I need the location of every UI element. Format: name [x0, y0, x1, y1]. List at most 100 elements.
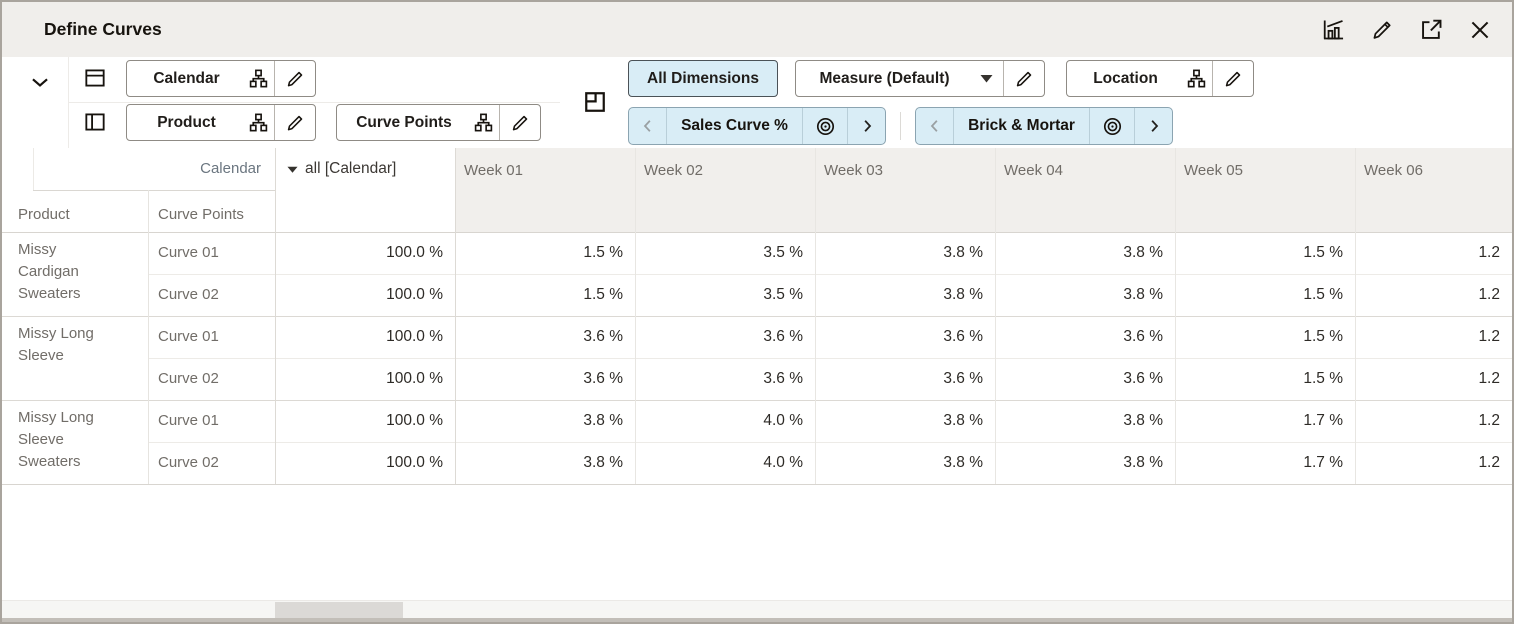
cell[interactable]: 1.2 — [1478, 244, 1500, 261]
row-header-curve[interactable]: Curve 01 — [158, 244, 219, 261]
cell[interactable]: 3.8 % — [583, 454, 623, 471]
curve-points-dimension-label: Curve Points — [356, 113, 452, 131]
cell[interactable]: 1.5 % — [1303, 286, 1343, 303]
cell[interactable]: 1.5 % — [1303, 244, 1343, 261]
cell[interactable]: 3.6 % — [583, 370, 623, 387]
measure-tile[interactable]: Sales Curve % — [628, 107, 886, 145]
horizontal-scrollbar-track[interactable] — [2, 600, 1512, 618]
cell-total[interactable]: 100.0 % — [386, 286, 443, 303]
cell[interactable]: 1.2 — [1478, 412, 1500, 429]
product-name: Missy Long Sleeve Sweaters — [18, 409, 94, 470]
cell[interactable]: 1.2 — [1478, 454, 1500, 471]
row-header-product[interactable]: Missy Long Sleeve — [2, 316, 148, 400]
cell[interactable]: 3.8 % — [943, 412, 983, 429]
cell[interactable]: 3.6 % — [1123, 370, 1163, 387]
cell[interactable]: 3.8 % — [943, 454, 983, 471]
cell[interactable]: 1.7 % — [1303, 412, 1343, 429]
product-dimension-button[interactable]: Product — [126, 104, 316, 141]
cell-total[interactable]: 100.0 % — [386, 370, 443, 387]
open-window-button[interactable] — [1415, 14, 1447, 46]
button-divider — [274, 105, 275, 140]
close-icon — [1467, 17, 1493, 43]
cell[interactable]: 1.5 % — [1303, 328, 1343, 345]
collapse-toolbar-button[interactable] — [24, 66, 56, 98]
row-header-curve[interactable]: Curve 02 — [158, 286, 219, 303]
bar-chart-icon — [1320, 16, 1347, 43]
open-window-icon — [1418, 16, 1445, 43]
cell[interactable]: 3.6 % — [943, 370, 983, 387]
cell[interactable]: 1.5 % — [1303, 370, 1343, 387]
gridline-h — [148, 274, 1512, 275]
edit-measure-button[interactable] — [1004, 68, 1044, 90]
row-dimension-label-curve-points: Curve Points — [158, 206, 244, 223]
product-dimension-label: Product — [157, 113, 216, 131]
row-header-curve[interactable]: Curve 02 — [158, 454, 219, 471]
cell[interactable]: 3.8 % — [1123, 454, 1163, 471]
calendar-dimension-button[interactable]: Calendar — [126, 60, 316, 97]
column-header-all-calendar[interactable]: all [Calendar] — [275, 148, 455, 190]
edit-product-button[interactable] — [275, 112, 315, 134]
cell[interactable]: 3.6 % — [943, 328, 983, 345]
row-header-product[interactable]: Missy Cardigan Sweaters — [2, 232, 148, 316]
cell[interactable]: 3.5 % — [763, 286, 803, 303]
cell[interactable]: 4.0 % — [763, 412, 803, 429]
next-location-button[interactable] — [1135, 108, 1172, 144]
gridline-h — [148, 358, 1512, 359]
gridline-h — [2, 316, 1512, 317]
cell[interactable]: 3.6 % — [763, 370, 803, 387]
column-header-week02[interactable]: Week 02 — [644, 162, 703, 179]
cell[interactable]: 3.5 % — [763, 244, 803, 261]
cell[interactable]: 3.8 % — [943, 286, 983, 303]
row-header-product[interactable]: Missy Long Sleeve Sweaters — [2, 400, 148, 484]
cell[interactable]: 1.5 % — [583, 286, 623, 303]
edit-button[interactable] — [1366, 14, 1398, 46]
target-icon[interactable] — [803, 108, 847, 144]
cell[interactable]: 3.8 % — [1123, 286, 1163, 303]
cell-total[interactable]: 100.0 % — [386, 244, 443, 261]
edit-location-button[interactable] — [1213, 68, 1253, 90]
location-dimension-button[interactable]: Location — [1066, 60, 1254, 97]
row-header-curve[interactable]: Curve 01 — [158, 328, 219, 345]
gridline-v — [455, 148, 456, 484]
column-header-week05[interactable]: Week 05 — [1184, 162, 1243, 179]
close-button[interactable] — [1464, 14, 1496, 46]
edit-curve-points-button[interactable] — [500, 112, 540, 134]
cell[interactable]: 1.7 % — [1303, 454, 1343, 471]
location-dimension-label: Location — [1093, 69, 1158, 87]
all-dimensions-button[interactable]: All Dimensions — [628, 60, 778, 97]
column-header-week04[interactable]: Week 04 — [1004, 162, 1063, 179]
previous-measure-button[interactable] — [629, 108, 666, 144]
edit-calendar-button[interactable] — [275, 68, 315, 90]
cell[interactable]: 1.2 — [1478, 370, 1500, 387]
row-header-curve[interactable]: Curve 01 — [158, 412, 219, 429]
curve-points-dimension-button[interactable]: Curve Points — [336, 104, 541, 141]
row-header-curve[interactable]: Curve 02 — [158, 370, 219, 387]
gridline-h — [148, 442, 1512, 443]
location-tile-label: Brick & Mortar — [968, 117, 1075, 134]
horizontal-scrollbar-thumb[interactable] — [275, 602, 403, 618]
column-header-week01[interactable]: Week 01 — [464, 162, 523, 179]
previous-location-button[interactable] — [916, 108, 953, 144]
cell[interactable]: 3.6 % — [583, 328, 623, 345]
cell-total[interactable]: 100.0 % — [386, 454, 443, 471]
cell[interactable]: 3.8 % — [1123, 412, 1163, 429]
hierarchy-icon — [1180, 67, 1212, 90]
column-header-week06[interactable]: Week 06 — [1364, 162, 1423, 179]
cell[interactable]: 1.2 — [1478, 328, 1500, 345]
location-tile[interactable]: Brick & Mortar — [915, 107, 1173, 145]
cell[interactable]: 3.8 % — [583, 412, 623, 429]
cell[interactable]: 1.5 % — [583, 244, 623, 261]
cell-total[interactable]: 100.0 % — [386, 328, 443, 345]
cell[interactable]: 3.8 % — [943, 244, 983, 261]
measure-selector-button[interactable]: Measure (Default) — [795, 60, 1045, 97]
next-measure-button[interactable] — [848, 108, 885, 144]
chart-view-button[interactable] — [1317, 14, 1349, 46]
cell[interactable]: 4.0 % — [763, 454, 803, 471]
cell[interactable]: 3.6 % — [1123, 328, 1163, 345]
column-header-week03[interactable]: Week 03 — [824, 162, 883, 179]
cell-total[interactable]: 100.0 % — [386, 412, 443, 429]
cell[interactable]: 3.6 % — [763, 328, 803, 345]
cell[interactable]: 3.8 % — [1123, 244, 1163, 261]
target-icon[interactable] — [1090, 108, 1134, 144]
cell[interactable]: 1.2 — [1478, 286, 1500, 303]
